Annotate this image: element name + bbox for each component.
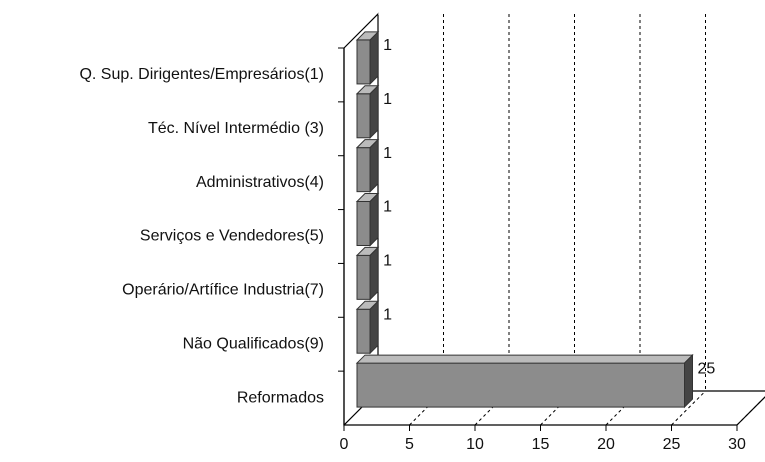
- bar: [356, 93, 371, 139]
- bar: [356, 147, 371, 193]
- y-tick-label: Téc. Nível Intermédio (3): [148, 120, 324, 137]
- bar-top: [355, 354, 694, 364]
- bar-side: [684, 353, 693, 409]
- bar: [356, 308, 371, 354]
- bar-side: [369, 30, 379, 86]
- x-tick-label: 15: [532, 436, 550, 453]
- x-tick-label: 30: [728, 436, 746, 453]
- y-tick-label: Q. Sup. Dirigentes/Empresários(1): [79, 66, 324, 83]
- y-tick-label: Serviços e Vendedores(5): [140, 228, 324, 245]
- bar: [356, 201, 371, 246]
- y-tick-label: Reformados: [237, 389, 324, 406]
- grid-line: [474, 390, 510, 426]
- grid-line: [605, 390, 641, 426]
- grid-line: [540, 390, 575, 426]
- bar: [356, 39, 371, 85]
- bar-side: [369, 192, 379, 247]
- grid-line: [736, 396, 765, 426]
- bar-side: [369, 138, 379, 193]
- grid-line: [671, 390, 706, 426]
- x-tick-label: 10: [466, 436, 484, 453]
- data-label: 1: [383, 37, 392, 54]
- bar-side: [369, 84, 379, 139]
- bar-side: [369, 300, 379, 355]
- data-label: 1: [383, 199, 392, 216]
- x-tick-label: 0: [340, 436, 349, 453]
- data-label: 1: [383, 145, 392, 162]
- y-tick-label: Não Qualificados(9): [183, 335, 324, 352]
- x-tick-label: 20: [597, 436, 615, 453]
- y-tick-label: Administrativos(4): [196, 174, 324, 191]
- data-label: 1: [383, 253, 392, 270]
- data-label: 1: [383, 306, 392, 323]
- data-label: 1: [383, 91, 392, 108]
- x-tick-label: 25: [663, 436, 681, 453]
- floor-right-edge: [736, 396, 765, 426]
- x-tick-label: 5: [405, 436, 414, 453]
- bar: [356, 254, 371, 300]
- bar: [356, 362, 685, 408]
- grid-line: [409, 390, 444, 426]
- data-label: 25: [698, 360, 716, 377]
- y-tick-label: Operário/Artífice Industria(7): [122, 282, 324, 299]
- bar-side: [369, 246, 379, 301]
